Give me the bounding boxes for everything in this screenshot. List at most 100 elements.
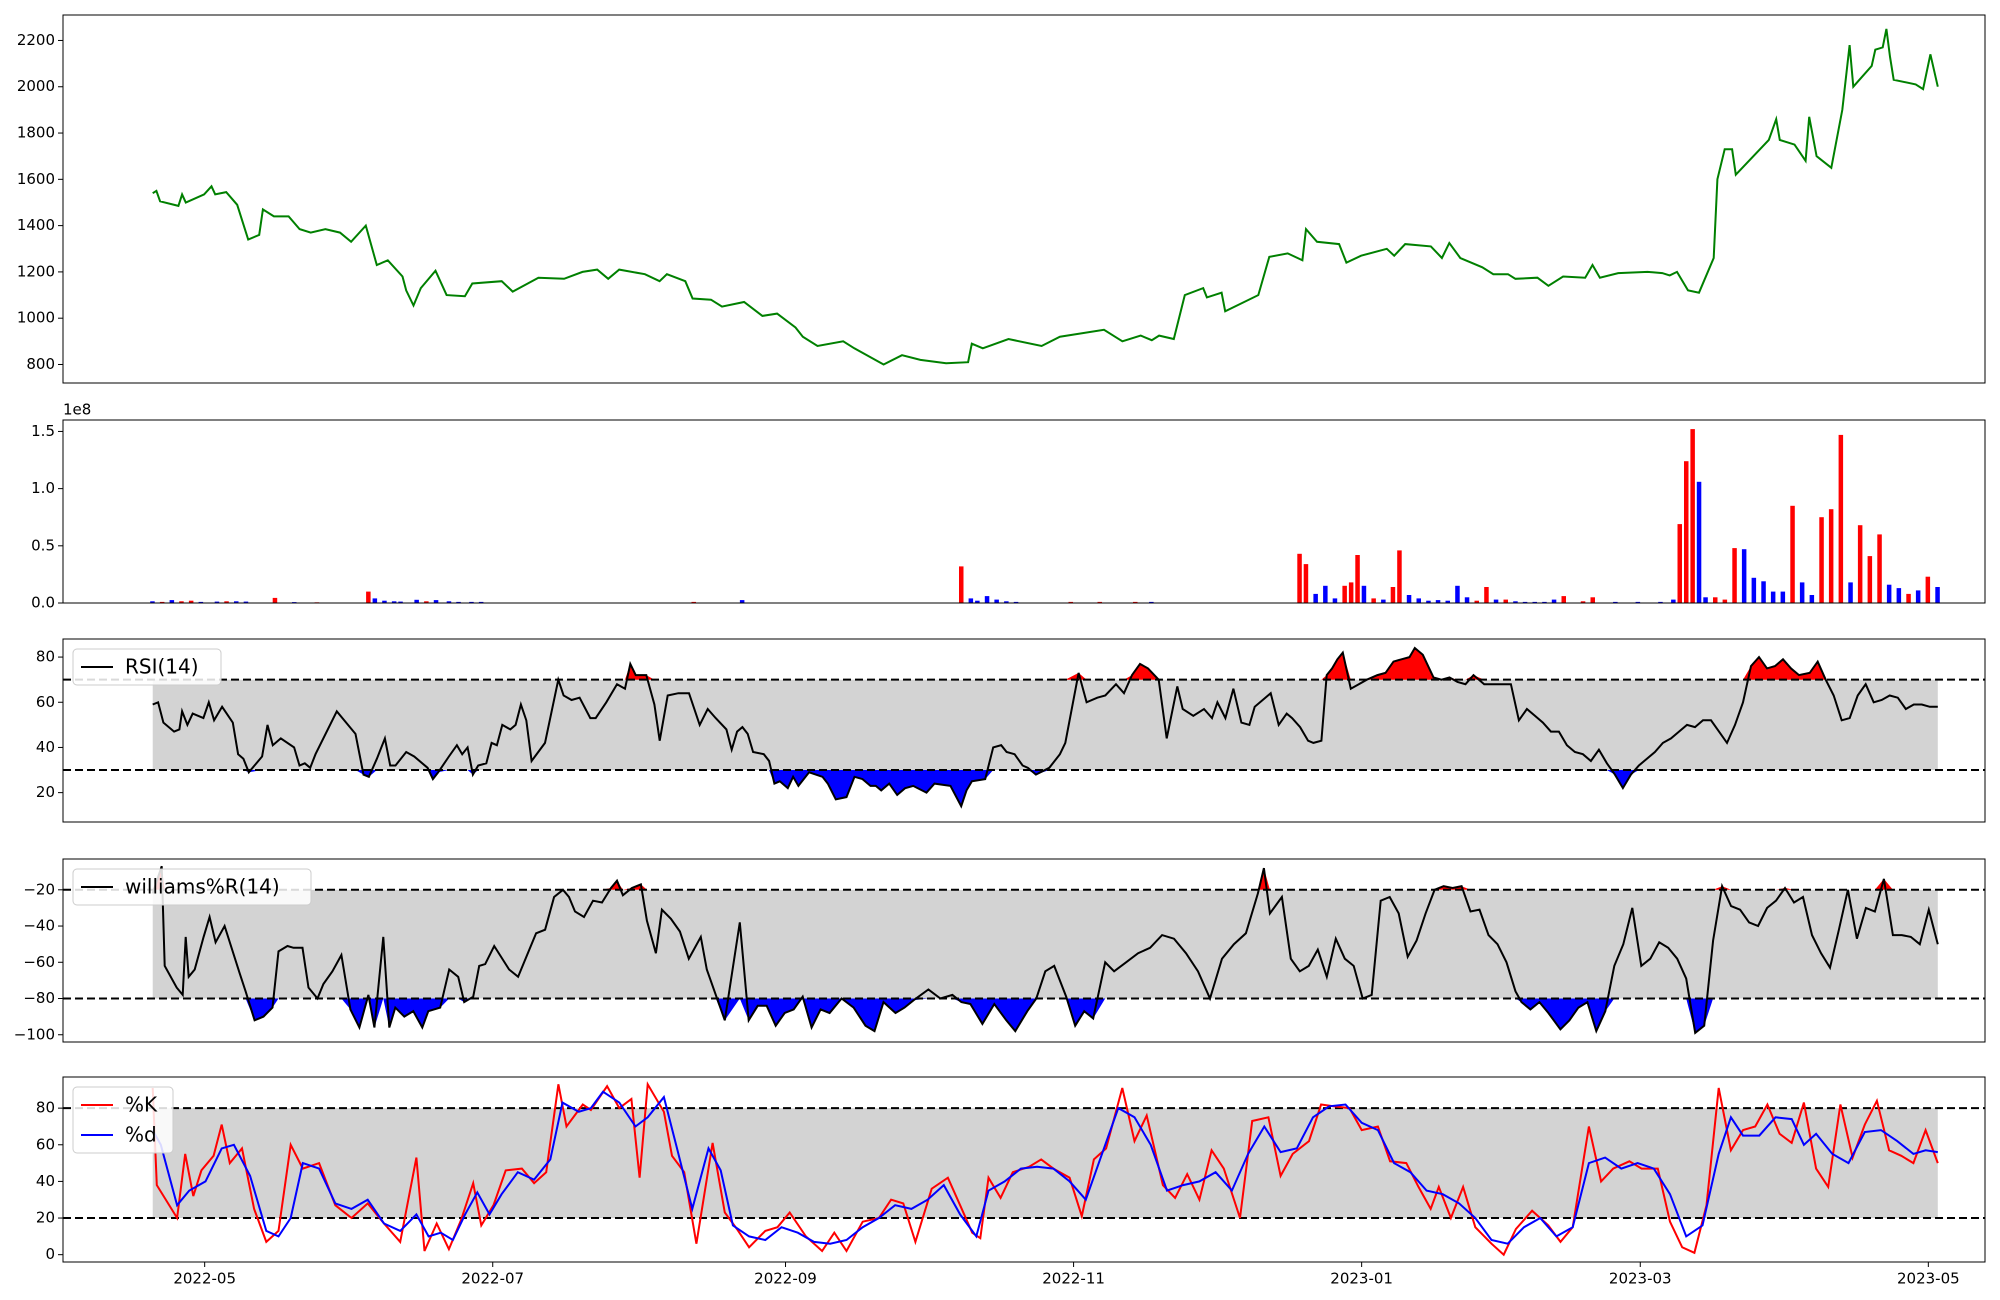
volume-panel: 0.0 0.5 1.0 1.5 1e8 (31, 401, 1986, 612)
volume-bar (1635, 601, 1641, 603)
y-tick-label: 1.0 (31, 479, 55, 497)
volume-bar (1361, 585, 1367, 603)
volume-bar (1013, 601, 1019, 603)
volume-bar (1455, 585, 1460, 603)
volume-bar (1713, 597, 1718, 603)
y-tick-label: 80 (36, 648, 55, 666)
y-tick-label: 60 (36, 693, 55, 711)
x-tick-label: 2022-11 (1042, 1270, 1105, 1288)
volume-bar (1551, 599, 1557, 603)
volume-bar (1097, 601, 1102, 603)
volume-bar (179, 601, 184, 603)
x-tick-label: 2022-05 (173, 1270, 236, 1288)
volume-bar (1416, 598, 1421, 603)
volume-bar (739, 600, 745, 603)
volume-bar (1493, 599, 1499, 603)
volume-bar (1857, 525, 1863, 603)
volume-bar (272, 597, 278, 603)
volume-bar (382, 600, 387, 603)
y-tick-label: 0.0 (31, 594, 55, 612)
indicator-line (152, 646, 1938, 809)
rsi-panel: RSI(14) 20 40 60 80 (36, 638, 1986, 823)
d-line (151, 1090, 1938, 1245)
plot-frame (62, 858, 1986, 1043)
volume-bar (414, 599, 419, 603)
volume-bar (1906, 593, 1911, 603)
y-tick-label: 40 (36, 1172, 55, 1190)
volume-bar (1896, 588, 1902, 603)
volume-bar (1935, 587, 1940, 603)
y-tick-label: 60 (36, 1135, 55, 1153)
volume-bar (1004, 601, 1009, 603)
volume-bar (1838, 434, 1844, 603)
y-tick-label: −80 (23, 989, 55, 1007)
y-tick-label: 800 (26, 355, 55, 373)
volume-bar (1613, 601, 1618, 603)
stochastic-panel: 0 20 40 60 80 %K %d 2022-05 2022-07 2022-09 2022-1… (36, 1076, 1986, 1288)
volume-bar (198, 601, 204, 603)
volume-bar (1732, 548, 1737, 603)
price-line (152, 28, 1939, 366)
y-tick-label: 2000 (17, 77, 55, 95)
plot-frame (62, 14, 1986, 384)
volume-bar (1696, 481, 1702, 603)
volume-bar (1348, 582, 1354, 603)
y-tick-label: 0.5 (31, 536, 55, 554)
volume-bar (1149, 601, 1154, 603)
oversold-fill (152, 998, 1938, 1033)
oversold-fill (152, 770, 1938, 807)
y-tick-label: 20 (36, 1209, 55, 1227)
y-tick-label: 1200 (17, 262, 55, 280)
x-tick-label: 2023-05 (1897, 1270, 1960, 1288)
volume-bar (469, 601, 474, 603)
y-tick-label: 80 (36, 1099, 55, 1117)
volume-bar (1658, 601, 1663, 603)
volume-bar (159, 601, 165, 603)
volume-bar (1522, 601, 1528, 603)
y-tick-label: 1400 (17, 216, 55, 234)
volume-bar (1484, 587, 1489, 603)
volume-bar (456, 601, 461, 603)
volume-bar (391, 601, 397, 603)
legend: williams%R(14) (72, 868, 312, 906)
volume-bar (1313, 593, 1318, 603)
plot-frame (62, 638, 1986, 823)
x-tick-label: 2023-01 (1330, 1270, 1393, 1288)
williams-panel: williams%R(14) −100 −80 −60 −40 −20 (14, 858, 1986, 1043)
volume-bar (1342, 585, 1347, 603)
volume-bar (433, 600, 439, 603)
volume-bar (1426, 600, 1431, 603)
volume-bar (1590, 597, 1595, 603)
y-tick-label: 1800 (17, 124, 55, 142)
plot-frame (62, 419, 1986, 604)
volume-bar (214, 601, 220, 603)
y-tick-label: −40 (23, 917, 55, 935)
volume-bar (1397, 550, 1402, 603)
volume-bar (1390, 587, 1396, 603)
volume-bar (1445, 600, 1450, 603)
volume-bar (1435, 600, 1441, 603)
y-tick-label: 1000 (17, 309, 55, 327)
volume-bar (372, 598, 378, 603)
y-tick-label: 20 (36, 783, 55, 801)
volume-bar (1561, 596, 1566, 603)
legend: %K %d (72, 1086, 174, 1154)
x-tick-label: 2022-07 (461, 1270, 524, 1288)
x-tick-label: 2023-03 (1609, 1270, 1672, 1288)
volume-bar (366, 591, 371, 603)
volume-bar (234, 601, 239, 603)
volume-bar (994, 599, 999, 603)
volume-bar (1677, 524, 1682, 603)
volume-bar (1770, 591, 1776, 603)
volume-bar (1068, 601, 1073, 603)
volume-bar (1332, 598, 1338, 603)
volume-bar (150, 601, 155, 603)
volume-bar (691, 601, 696, 603)
volume-bar (1406, 595, 1412, 603)
volume-bar (1474, 600, 1479, 603)
volume-bar (1542, 601, 1547, 603)
volume-bar (1355, 555, 1360, 603)
legend-box (72, 868, 312, 906)
volume-bar (1819, 517, 1824, 603)
